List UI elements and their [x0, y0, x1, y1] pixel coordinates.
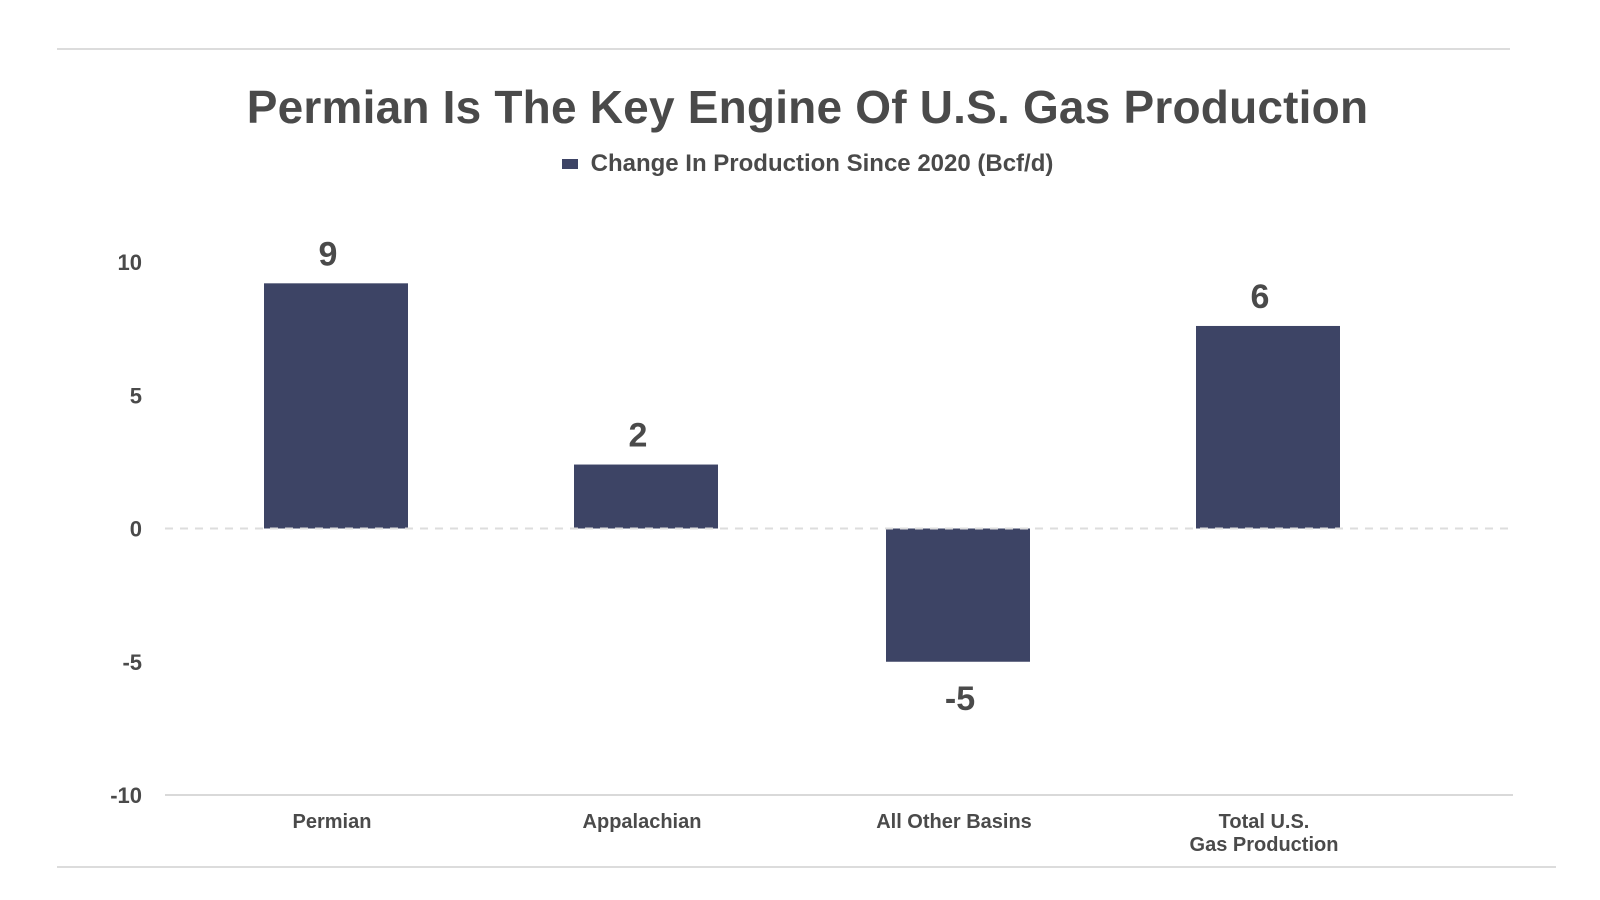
y-tick-label: 10: [118, 250, 142, 275]
data-label: 2: [629, 417, 648, 455]
bar: [886, 528, 1030, 662]
x-tick-label: Appalachian: [583, 811, 702, 833]
bar: [574, 464, 718, 529]
legend-label: Change In Production Since 2020 (Bcf/d): [590, 150, 1054, 177]
legend-swatch: [561, 159, 578, 169]
y-tick-label: -10: [110, 783, 142, 808]
y-tick-label: 5: [130, 383, 142, 408]
x-tick-label: All Other Basins: [876, 811, 1032, 833]
chart-title: Permian Is The Key Engine Of U.S. Gas Pr…: [246, 81, 1369, 133]
y-tick-label: 0: [130, 517, 142, 542]
x-tick-label: Gas Production: [1190, 834, 1339, 856]
data-label: 9: [319, 235, 338, 273]
x-tick-label: Total U.S.: [1219, 811, 1310, 833]
y-tick-label: -5: [122, 650, 142, 675]
top-divider: [57, 48, 1510, 50]
data-label: 6: [1251, 278, 1270, 316]
bar: [264, 283, 408, 529]
legend: Change In Production Since 2020 (Bcf/d): [0, 150, 1600, 178]
x-tick-label: Permian: [293, 811, 372, 833]
bar: [1196, 325, 1340, 529]
bottom-divider: [57, 866, 1556, 868]
data-label: -5: [945, 680, 975, 718]
